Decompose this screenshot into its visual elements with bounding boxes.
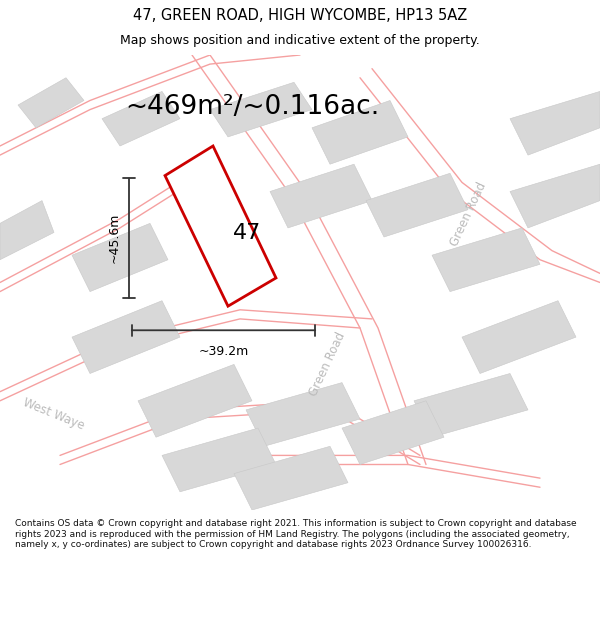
Text: West Waye: West Waye	[22, 396, 86, 432]
Text: 47, GREEN ROAD, HIGH WYCOMBE, HP13 5AZ: 47, GREEN ROAD, HIGH WYCOMBE, HP13 5AZ	[133, 8, 467, 23]
Polygon shape	[0, 201, 54, 260]
Polygon shape	[246, 382, 360, 446]
Text: Contains OS data © Crown copyright and database right 2021. This information is : Contains OS data © Crown copyright and d…	[15, 519, 577, 549]
Polygon shape	[165, 146, 276, 306]
Polygon shape	[510, 91, 600, 155]
Polygon shape	[366, 173, 468, 237]
Polygon shape	[162, 428, 276, 492]
Text: ~469m²/~0.116ac.: ~469m²/~0.116ac.	[125, 94, 379, 119]
Polygon shape	[270, 164, 372, 228]
Polygon shape	[342, 401, 444, 464]
Text: Green Road: Green Road	[307, 331, 347, 399]
Polygon shape	[102, 91, 180, 146]
Polygon shape	[210, 82, 312, 137]
Text: ~45.6m: ~45.6m	[107, 213, 121, 263]
Polygon shape	[462, 301, 576, 374]
Polygon shape	[18, 78, 84, 128]
Polygon shape	[234, 446, 348, 510]
Polygon shape	[138, 364, 252, 438]
Text: Map shows position and indicative extent of the property.: Map shows position and indicative extent…	[120, 34, 480, 47]
Polygon shape	[312, 101, 408, 164]
Polygon shape	[510, 164, 600, 228]
Text: Green Road: Green Road	[448, 180, 488, 248]
Polygon shape	[432, 228, 540, 292]
Text: 47: 47	[233, 223, 262, 243]
Polygon shape	[72, 301, 180, 374]
Polygon shape	[414, 374, 528, 438]
Text: ~39.2m: ~39.2m	[199, 345, 248, 358]
Polygon shape	[72, 223, 168, 292]
